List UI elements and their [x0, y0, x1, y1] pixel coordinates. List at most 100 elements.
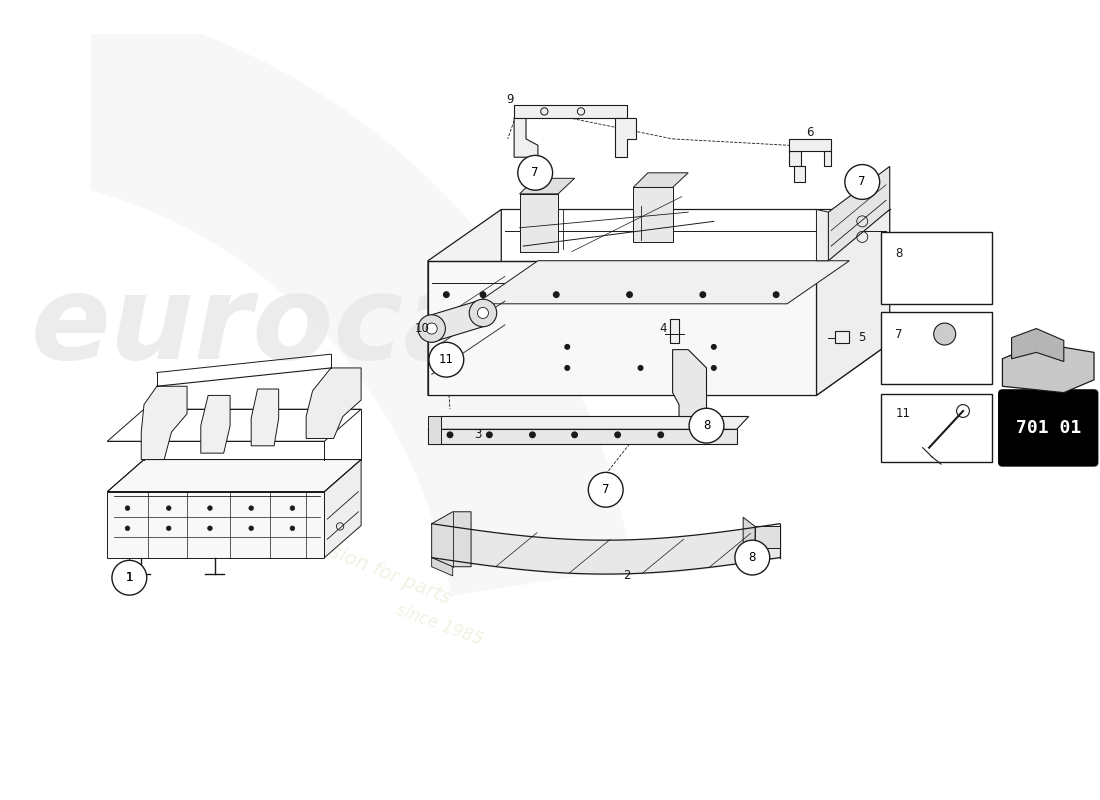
- Bar: [881, 312, 992, 383]
- Circle shape: [418, 314, 446, 342]
- Circle shape: [712, 345, 716, 349]
- Polygon shape: [306, 368, 361, 438]
- Polygon shape: [615, 118, 636, 158]
- Text: a passion for parts: a passion for parts: [278, 522, 453, 608]
- Text: 10: 10: [415, 322, 430, 335]
- Circle shape: [486, 432, 492, 438]
- Polygon shape: [824, 151, 832, 166]
- Circle shape: [448, 432, 453, 438]
- Text: 1: 1: [125, 571, 133, 584]
- Bar: [881, 394, 992, 462]
- Circle shape: [166, 526, 170, 530]
- Circle shape: [208, 526, 212, 530]
- Polygon shape: [514, 105, 627, 118]
- Circle shape: [572, 432, 578, 438]
- Circle shape: [429, 342, 464, 377]
- Text: 2: 2: [623, 570, 630, 582]
- Polygon shape: [672, 350, 706, 417]
- Circle shape: [638, 366, 642, 370]
- Text: 5: 5: [859, 331, 866, 344]
- Circle shape: [443, 292, 449, 298]
- Circle shape: [208, 506, 212, 510]
- Polygon shape: [789, 151, 801, 166]
- Polygon shape: [1012, 329, 1064, 362]
- Polygon shape: [835, 331, 849, 343]
- Polygon shape: [0, 0, 632, 596]
- Text: 8: 8: [703, 419, 711, 432]
- Circle shape: [615, 432, 620, 438]
- Circle shape: [689, 408, 724, 443]
- Polygon shape: [108, 492, 324, 558]
- Polygon shape: [431, 512, 471, 566]
- Polygon shape: [634, 173, 689, 187]
- Polygon shape: [755, 526, 780, 549]
- Polygon shape: [816, 210, 890, 395]
- Text: 7: 7: [895, 327, 903, 341]
- Polygon shape: [475, 261, 849, 304]
- Circle shape: [658, 432, 663, 438]
- Polygon shape: [519, 178, 574, 194]
- Polygon shape: [428, 343, 890, 395]
- Polygon shape: [428, 430, 737, 444]
- Text: eurocas: eurocas: [31, 270, 554, 384]
- Circle shape: [588, 472, 623, 507]
- Circle shape: [125, 506, 130, 510]
- Circle shape: [470, 299, 497, 326]
- Polygon shape: [108, 459, 361, 492]
- Circle shape: [113, 562, 146, 594]
- Circle shape: [627, 292, 632, 298]
- Circle shape: [845, 165, 880, 199]
- Polygon shape: [428, 417, 441, 444]
- Text: 6: 6: [806, 126, 814, 139]
- Text: 9: 9: [507, 93, 514, 106]
- Polygon shape: [744, 518, 755, 549]
- Text: 1: 1: [125, 571, 133, 584]
- Circle shape: [565, 366, 570, 370]
- Text: 8: 8: [749, 551, 756, 564]
- Circle shape: [112, 560, 146, 595]
- Polygon shape: [324, 459, 361, 558]
- Polygon shape: [828, 166, 890, 261]
- Circle shape: [290, 506, 295, 510]
- Text: 7: 7: [858, 175, 866, 189]
- Polygon shape: [514, 118, 538, 158]
- Polygon shape: [1002, 343, 1094, 393]
- Circle shape: [426, 323, 437, 334]
- Circle shape: [773, 292, 779, 298]
- Text: 701 01: 701 01: [1015, 419, 1081, 437]
- Polygon shape: [428, 417, 749, 430]
- Text: 4: 4: [660, 322, 668, 335]
- Polygon shape: [251, 389, 278, 446]
- Circle shape: [700, 292, 705, 298]
- FancyBboxPatch shape: [999, 390, 1098, 466]
- Circle shape: [166, 506, 170, 510]
- Text: 7: 7: [602, 483, 609, 496]
- Text: 8: 8: [895, 247, 903, 260]
- Polygon shape: [670, 319, 679, 343]
- Circle shape: [553, 292, 559, 298]
- Circle shape: [249, 526, 253, 530]
- Circle shape: [290, 526, 295, 530]
- Text: 11: 11: [895, 407, 910, 420]
- Circle shape: [125, 526, 130, 530]
- Circle shape: [712, 366, 716, 370]
- Polygon shape: [201, 395, 230, 453]
- Circle shape: [477, 307, 488, 318]
- Text: 3: 3: [474, 428, 481, 442]
- Polygon shape: [789, 139, 832, 151]
- Polygon shape: [428, 210, 502, 395]
- Circle shape: [530, 432, 536, 438]
- Circle shape: [934, 323, 956, 345]
- Circle shape: [481, 292, 486, 298]
- Circle shape: [518, 155, 552, 190]
- Text: 7: 7: [531, 166, 539, 179]
- Polygon shape: [816, 210, 828, 261]
- Circle shape: [565, 345, 570, 349]
- Polygon shape: [431, 299, 483, 342]
- Polygon shape: [431, 558, 453, 576]
- Polygon shape: [519, 194, 558, 251]
- Polygon shape: [141, 386, 187, 459]
- Bar: [881, 232, 992, 304]
- Text: since 1985: since 1985: [393, 601, 485, 649]
- Text: 11: 11: [439, 353, 454, 366]
